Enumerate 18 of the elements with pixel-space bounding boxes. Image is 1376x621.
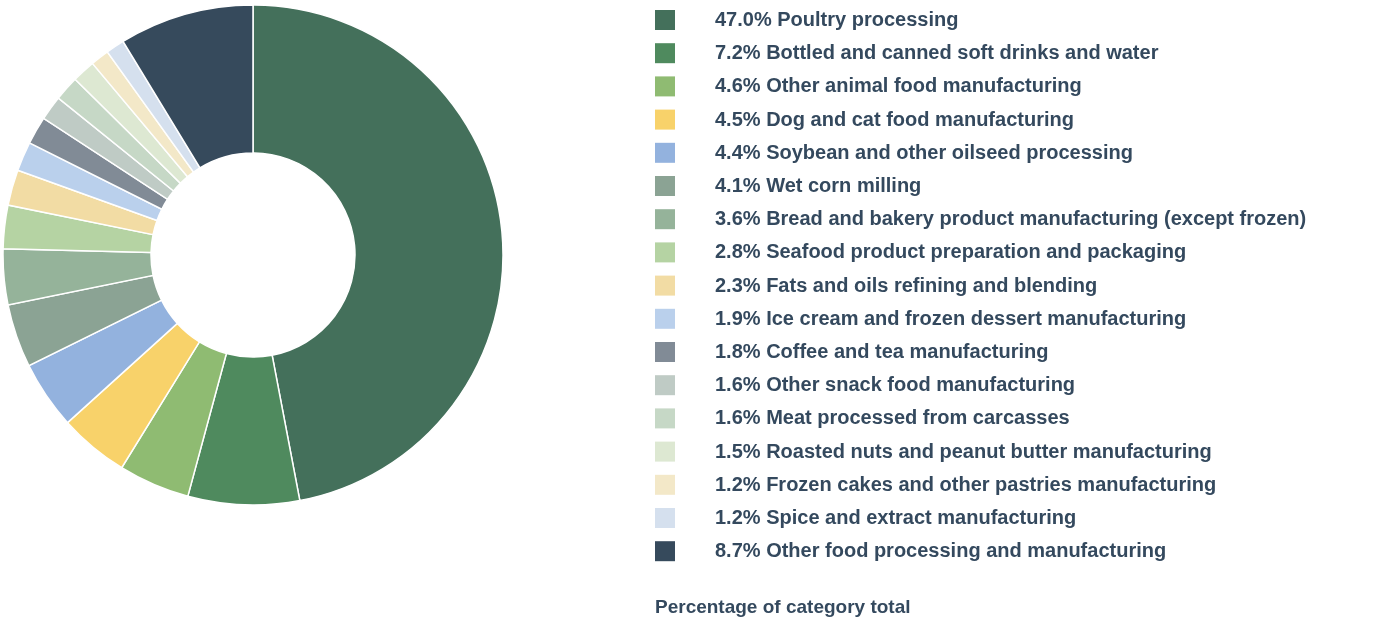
legend-label: 1.6% Meat processed from carcasses bbox=[715, 406, 1070, 429]
legend-label: 1.8% Coffee and tea manufacturing bbox=[715, 340, 1049, 362]
legend-label: 7.2% Bottled and canned soft drinks and water bbox=[715, 41, 1159, 64]
legend-label: 1.2% Frozen cakes and other pastries manufacturing bbox=[715, 472, 1217, 495]
legend-label: 4.6% Other animal food manufacturing bbox=[715, 74, 1082, 97]
legend-label: 2.3% Fats and oils refining and blending bbox=[715, 273, 1098, 296]
legend-label: 4.5% Dog and cat food manufacturing bbox=[715, 107, 1074, 130]
legend-label: 1.2% Spice and extract manufacturing bbox=[715, 506, 1077, 528]
legend-label: 4.4% Soybean and other oilseed processing bbox=[715, 140, 1133, 163]
legend-label: 1.9% Ice cream and frozen dessert manufacturing bbox=[715, 306, 1187, 329]
legend-label: 47.0% Poultry processing bbox=[715, 8, 959, 30]
legend-label: 3.6% Bread and bakery product manufacturing (except frozen) bbox=[715, 207, 1307, 230]
legend-label: 8.7% Other food processing and manufacturing bbox=[715, 539, 1167, 562]
legend-label: 2.8% Seafood product preparation and packaging bbox=[715, 240, 1187, 263]
legend-label: 1.5% Roasted nuts and peanut butter manufacturing bbox=[715, 439, 1212, 462]
text: Percentage of category total bbox=[655, 596, 911, 617]
legend-label: 1.6% Other snack food manufacturing bbox=[715, 373, 1076, 396]
legend-label: 4.1% Wet corn milling bbox=[715, 174, 922, 196]
